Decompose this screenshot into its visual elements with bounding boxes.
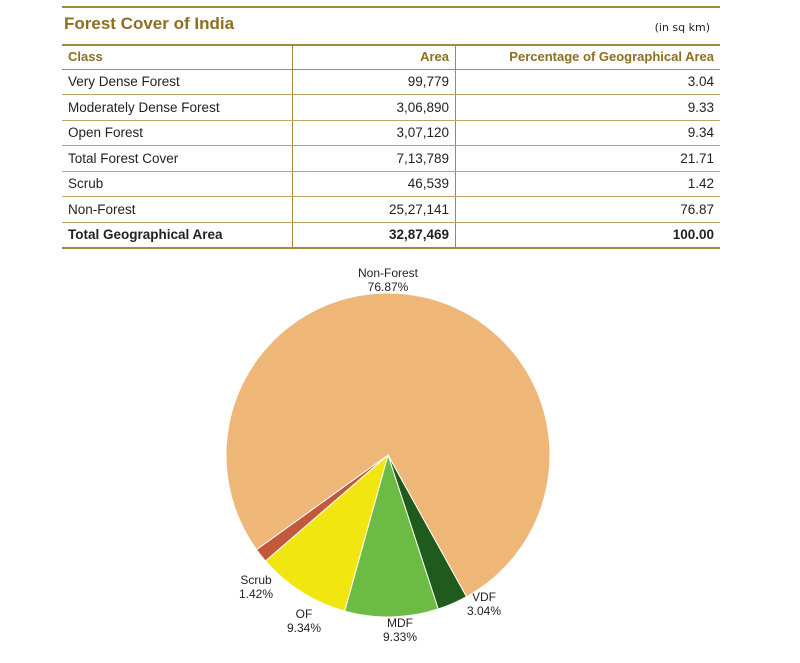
cell-pct: 9.34 — [455, 120, 720, 146]
table-row: Non-Forest 25,27,141 76.87 — [62, 196, 720, 223]
cell-class: Scrub — [62, 171, 293, 197]
cell-pct: 9.33 — [455, 94, 720, 121]
table-row: Open Forest 3,07,120 9.34 — [62, 120, 720, 146]
cell-area: 46,539 — [292, 171, 456, 197]
unit-note: (in sq km) — [654, 21, 710, 34]
header-class: Class — [62, 44, 293, 70]
cell-area: 3,06,890 — [292, 94, 456, 121]
table-header-row: Class Area Percentage of Geographical Ar… — [62, 44, 720, 70]
cell-area: 25,27,141 — [292, 196, 456, 223]
cell-class: Open Forest — [62, 120, 293, 146]
table-total-row: Total Geographical Area 32,87,469 100.00 — [62, 222, 720, 249]
slice-value-label: 1.42% — [239, 587, 273, 601]
table-row: Scrub 46,539 1.42 — [62, 171, 720, 197]
cell-class: Moderately Dense Forest — [62, 94, 293, 121]
cell-total-pct: 100.00 — [455, 222, 720, 249]
pie-slice-non-forest — [225, 292, 551, 598]
slice-value-label: 76.87% — [368, 280, 409, 294]
cell-pct: 1.42 — [455, 171, 720, 197]
table-row: Moderately Dense Forest 3,06,890 9.33 — [62, 94, 720, 121]
cell-class: Very Dense Forest — [62, 69, 293, 95]
cell-pct: 21.71 — [455, 145, 720, 172]
header-area: Area — [292, 44, 456, 70]
title-bar: Forest Cover of India (in sq km) — [62, 6, 720, 46]
slice-label: Scrub — [240, 573, 272, 587]
cell-class: Total Forest Cover — [62, 145, 293, 172]
pie-slice-of — [264, 453, 389, 612]
slice-label: VDF — [472, 590, 496, 604]
pie-slice-mdf — [344, 453, 439, 618]
slice-label: OF — [296, 607, 313, 621]
page-title: Forest Cover of India — [64, 14, 235, 33]
slice-label: Non-Forest — [358, 266, 419, 280]
forest-cover-table: Class Area Percentage of Geographical Ar… — [62, 44, 720, 249]
cell-pct: 76.87 — [455, 196, 720, 223]
cell-area: 7,13,789 — [292, 145, 456, 172]
slice-label: MDF — [387, 616, 413, 630]
cell-pct: 3.04 — [455, 69, 720, 95]
cell-area: 3,07,120 — [292, 120, 456, 146]
cell-total-area: 32,87,469 — [292, 222, 456, 249]
header-percentage: Percentage of Geographical Area — [455, 44, 720, 70]
slice-value-label: 9.34% — [287, 621, 321, 635]
table-row: Total Forest Cover 7,13,789 21.71 — [62, 145, 720, 172]
cell-class: Non-Forest — [62, 196, 293, 223]
cell-area: 99,779 — [292, 69, 456, 95]
slice-value-label: 3.04% — [467, 604, 501, 618]
table-row: Very Dense Forest 99,779 3.04 — [62, 69, 720, 95]
slice-value-label: 9.33% — [383, 630, 417, 644]
cell-total-class: Total Geographical Area — [62, 222, 293, 249]
